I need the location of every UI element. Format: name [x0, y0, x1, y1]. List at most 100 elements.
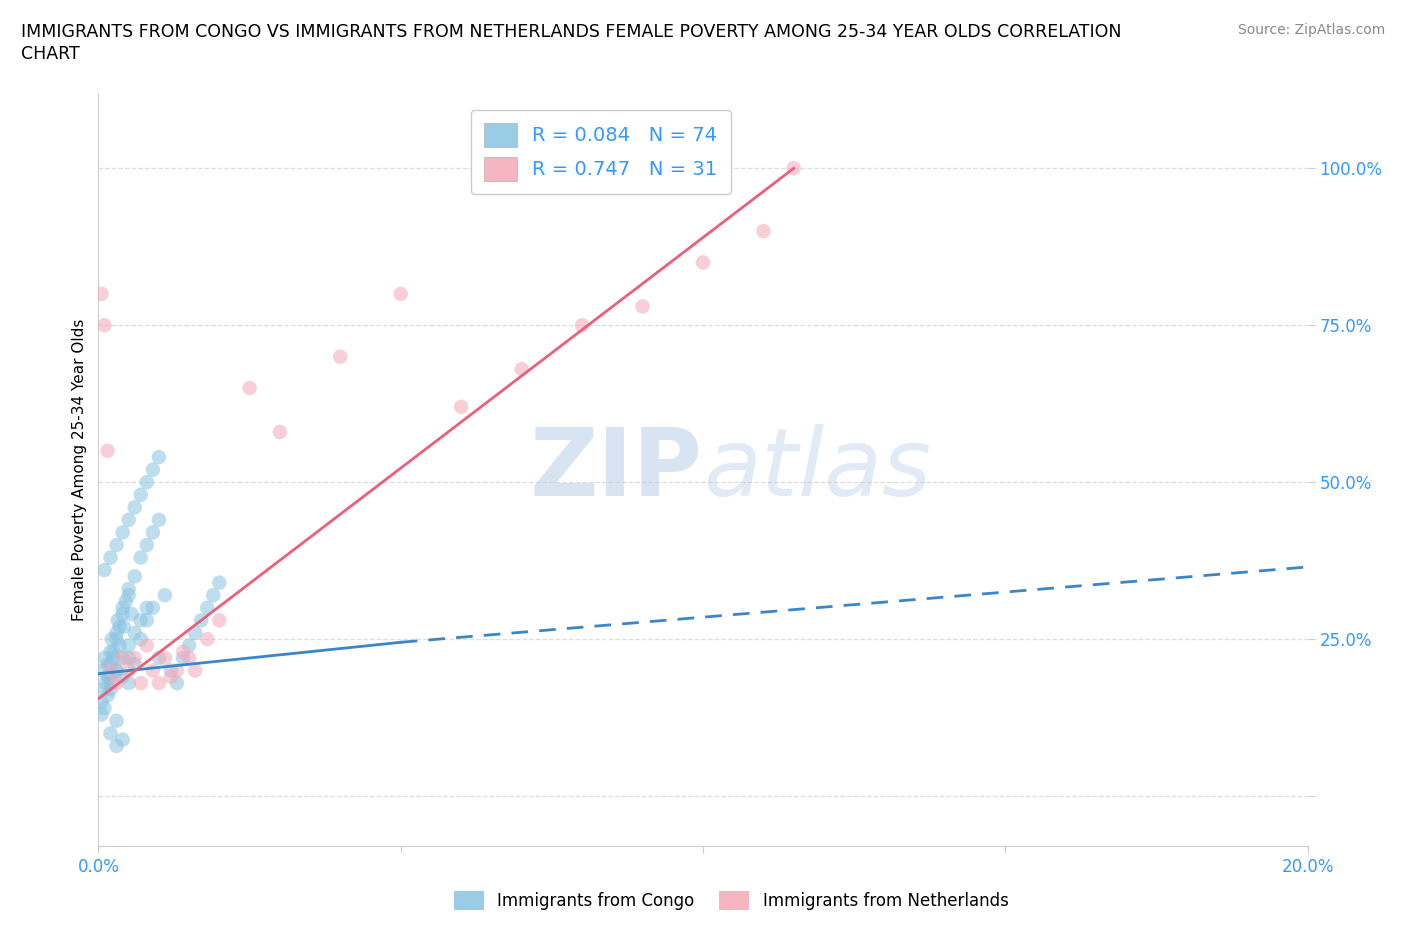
- Point: [103, 651, 125, 666]
- Point: [179, 651, 201, 666]
- Point: [105, 538, 128, 552]
- Point: [105, 675, 128, 690]
- Point: [239, 380, 262, 395]
- Point: [105, 738, 128, 753]
- Point: [90, 695, 112, 710]
- Point: [100, 551, 122, 565]
- Text: Source: ZipAtlas.com: Source: ZipAtlas.com: [1237, 23, 1385, 37]
- Point: [111, 601, 134, 616]
- Legend: Immigrants from Congo, Immigrants from Netherlands: Immigrants from Congo, Immigrants from N…: [447, 884, 1015, 917]
- Point: [208, 613, 231, 628]
- Point: [124, 651, 146, 666]
- Point: [166, 663, 188, 678]
- Point: [105, 626, 128, 641]
- Point: [93, 563, 115, 578]
- Point: [111, 651, 134, 666]
- Point: [389, 286, 412, 301]
- Point: [195, 631, 218, 646]
- Point: [111, 606, 134, 621]
- Point: [111, 651, 134, 666]
- Point: [142, 601, 165, 616]
- Point: [100, 657, 122, 671]
- Point: [124, 569, 146, 584]
- Point: [160, 663, 183, 678]
- Point: [153, 588, 176, 603]
- Point: [105, 663, 128, 678]
- Point: [148, 675, 170, 690]
- Point: [160, 670, 183, 684]
- Point: [96, 657, 118, 671]
- Point: [111, 525, 134, 539]
- Point: [118, 581, 141, 596]
- Point: [631, 299, 654, 314]
- Point: [118, 651, 141, 666]
- Point: [135, 638, 157, 653]
- Point: [118, 675, 141, 690]
- Legend: R = 0.084   N = 74, R = 0.747   N = 31: R = 0.084 N = 74, R = 0.747 N = 31: [471, 110, 731, 193]
- Point: [190, 613, 212, 628]
- Point: [98, 670, 121, 684]
- Point: [166, 675, 188, 690]
- Text: ZIP: ZIP: [530, 424, 703, 515]
- Point: [135, 613, 157, 628]
- Point: [783, 161, 806, 176]
- Point: [121, 606, 143, 621]
- Point: [91, 663, 114, 678]
- Point: [111, 732, 134, 747]
- Point: [129, 551, 152, 565]
- Point: [124, 500, 146, 515]
- Point: [114, 594, 136, 609]
- Text: IMMIGRANTS FROM CONGO VS IMMIGRANTS FROM NETHERLANDS FEMALE POVERTY AMONG 25-34 : IMMIGRANTS FROM CONGO VS IMMIGRANTS FROM…: [21, 23, 1122, 41]
- Point: [142, 663, 165, 678]
- Point: [118, 588, 141, 603]
- Point: [96, 688, 118, 703]
- Point: [96, 670, 118, 684]
- Point: [100, 726, 122, 741]
- Point: [129, 487, 152, 502]
- Point: [96, 444, 118, 458]
- Point: [108, 638, 131, 653]
- Point: [571, 318, 593, 333]
- Point: [103, 644, 125, 659]
- Point: [135, 538, 157, 552]
- Point: [692, 255, 714, 270]
- Point: [100, 644, 122, 659]
- Point: [100, 675, 122, 690]
- Point: [195, 601, 218, 616]
- Point: [90, 286, 112, 301]
- Point: [148, 512, 170, 527]
- Point: [148, 450, 170, 465]
- Point: [153, 651, 176, 666]
- Point: [93, 318, 115, 333]
- Point: [124, 657, 146, 671]
- Point: [124, 626, 146, 641]
- Point: [172, 651, 194, 666]
- Point: [752, 224, 775, 239]
- Point: [184, 663, 207, 678]
- Point: [329, 350, 352, 365]
- Point: [100, 631, 122, 646]
- Point: [118, 663, 141, 678]
- Point: [111, 670, 134, 684]
- Point: [107, 613, 129, 628]
- Point: [172, 644, 194, 659]
- Y-axis label: Female Poverty Among 25-34 Year Olds: Female Poverty Among 25-34 Year Olds: [72, 318, 87, 621]
- Point: [105, 713, 128, 728]
- Point: [90, 707, 112, 722]
- Point: [93, 701, 115, 716]
- Point: [94, 675, 117, 690]
- Point: [100, 682, 122, 697]
- Point: [105, 631, 128, 646]
- Text: CHART: CHART: [21, 45, 80, 62]
- Point: [135, 474, 157, 489]
- Point: [129, 631, 152, 646]
- Point: [510, 362, 533, 377]
- Point: [93, 682, 115, 697]
- Point: [129, 675, 152, 690]
- Point: [202, 588, 225, 603]
- Point: [100, 663, 122, 678]
- Point: [148, 651, 170, 666]
- Point: [135, 601, 157, 616]
- Point: [118, 638, 141, 653]
- Point: [269, 425, 291, 440]
